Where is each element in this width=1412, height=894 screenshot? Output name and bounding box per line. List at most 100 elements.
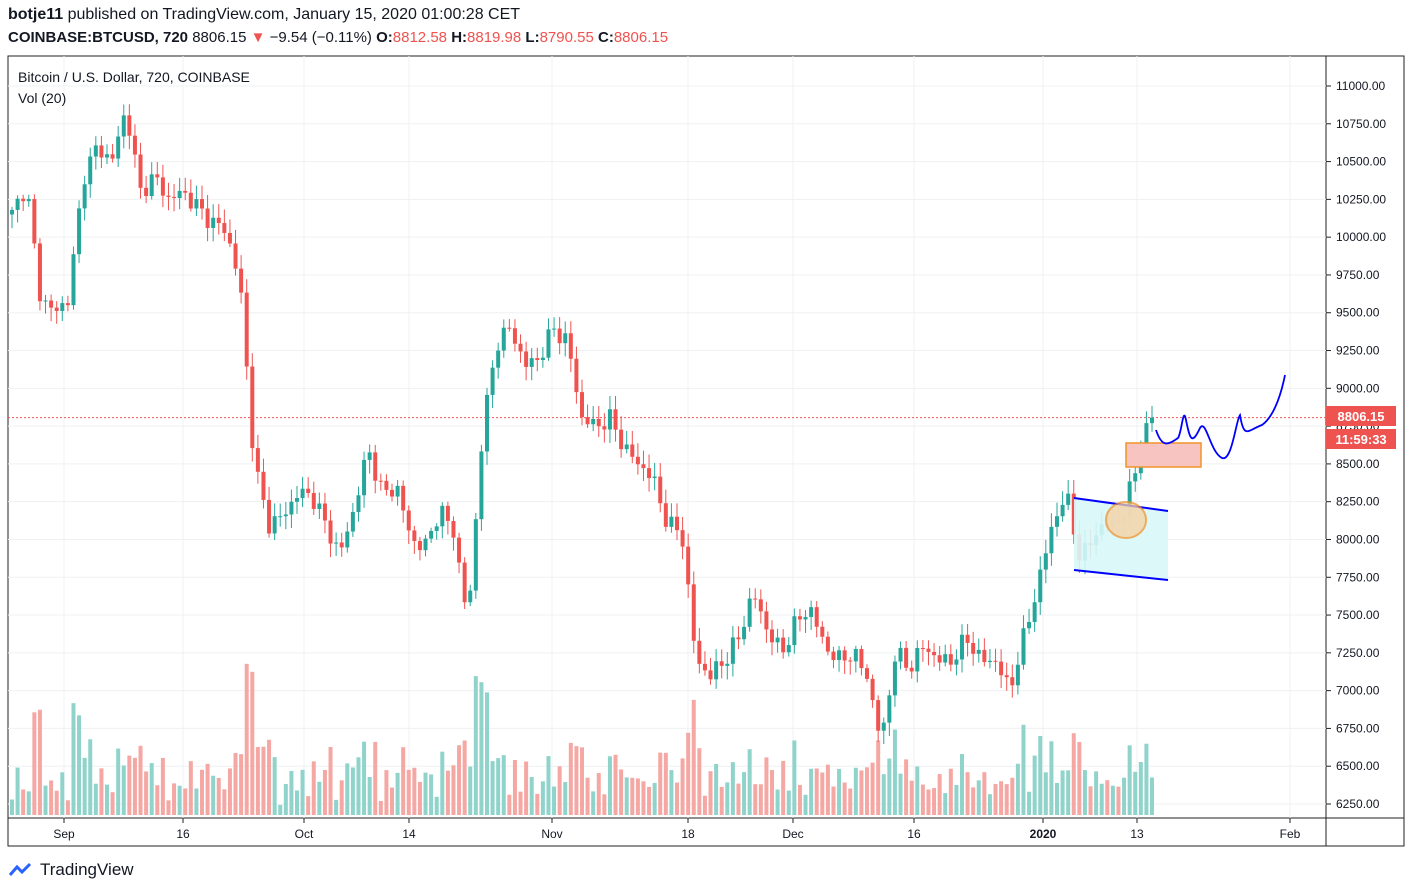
- y-tick-label: 9750.00: [1336, 268, 1380, 282]
- candle-body: [926, 648, 931, 652]
- candle-body: [680, 530, 685, 547]
- candle-body: [49, 300, 54, 308]
- candle-body: [233, 243, 238, 269]
- volume-bar: [725, 782, 730, 815]
- volume-bar: [1060, 770, 1065, 815]
- candle-body: [797, 616, 802, 620]
- candle-body: [423, 538, 428, 551]
- candle-body: [635, 456, 640, 465]
- candle-body: [596, 418, 601, 427]
- publish-info: botje11 published on TradingView.com, Ja…: [8, 6, 520, 24]
- candle-body: [177, 190, 182, 198]
- volume-bar: [345, 763, 350, 815]
- candles: [10, 104, 1154, 745]
- volume-bar: [295, 790, 299, 815]
- price-axis[interactable]: 11000.00 10750.00 10500.00 10250.00 10000.00…: [1326, 79, 1386, 811]
- candle-body: [356, 495, 361, 513]
- volume-bar: [468, 766, 473, 815]
- candle-body: [691, 584, 696, 641]
- volume-bar: [1077, 742, 1082, 815]
- candle-body: [99, 145, 104, 158]
- volume-bar: [37, 709, 42, 815]
- candle-body: [127, 115, 132, 136]
- open-value: 8812.58: [392, 29, 448, 46]
- low-label: L:: [525, 29, 540, 46]
- candle-body: [406, 510, 411, 531]
- candle-body: [160, 177, 165, 196]
- volume-bar: [1032, 755, 1037, 815]
- time-axis[interactable]: Sep 16 Oct 14 Nov 18 Dec 16 2020 13 Feb: [53, 818, 1301, 841]
- candle-body: [110, 154, 115, 159]
- candle-body: [736, 637, 741, 640]
- candle-body: [501, 327, 506, 351]
- volume-bar: [485, 692, 489, 815]
- candle-body: [948, 654, 953, 665]
- candle-body: [350, 512, 355, 532]
- candle-body: [809, 607, 814, 617]
- volume-bar: [289, 770, 294, 815]
- y-tick-label: 9500.00: [1336, 306, 1380, 320]
- candle-body: [1004, 675, 1009, 678]
- footer[interactable]: TradingView: [8, 860, 134, 880]
- volume-bar: [809, 768, 814, 815]
- volume-bar: [194, 788, 199, 815]
- volume-bar: [144, 771, 149, 815]
- volume-bar: [110, 792, 115, 815]
- candle-body: [54, 307, 59, 311]
- x-tick-label: 2020: [1030, 827, 1057, 841]
- volume-bar: [160, 757, 165, 815]
- volume-bar: [647, 786, 652, 815]
- volume-bar: [557, 766, 562, 815]
- volume-bar: [881, 774, 886, 815]
- volume-bar: [982, 772, 987, 815]
- countdown-label: 11:59:33: [1335, 432, 1386, 447]
- volume-bar: [1021, 724, 1026, 815]
- candle-body: [60, 303, 65, 311]
- candle-body: [322, 503, 327, 521]
- candle-body: [702, 663, 707, 671]
- volume-bar: [334, 799, 339, 815]
- candle-body: [462, 562, 467, 603]
- candle-body: [378, 480, 383, 482]
- volume-bar: [876, 740, 881, 815]
- volume-bar: [121, 765, 126, 815]
- volume-bar: [21, 789, 26, 815]
- y-tick-label: 8000.00: [1336, 532, 1380, 546]
- candle-body: [697, 640, 702, 664]
- volume-bar: [971, 787, 976, 815]
- candle-body: [37, 243, 42, 302]
- volume-bar: [909, 780, 914, 815]
- y-tick-label: 7250.00: [1336, 646, 1380, 660]
- volume-bar: [904, 759, 909, 815]
- y-tick-label: 11000.00: [1336, 79, 1385, 93]
- volume-bar: [496, 758, 501, 815]
- volume-bar: [987, 794, 992, 815]
- candle-body: [311, 493, 316, 509]
- candle-body: [21, 198, 26, 202]
- open-label: O:: [376, 29, 393, 46]
- volume-bar: [842, 782, 847, 815]
- drawings[interactable]: [1073, 374, 1286, 581]
- x-tick-label: 16: [907, 827, 921, 841]
- candle-body: [529, 358, 534, 367]
- volume-bar: [747, 749, 752, 815]
- candle-body: [803, 616, 808, 620]
- candle-body: [831, 651, 836, 661]
- candle-body: [239, 268, 244, 293]
- volume-bar: [317, 781, 322, 815]
- volume-bar: [652, 782, 657, 815]
- candle-body: [607, 409, 612, 430]
- volume-bar: [1133, 771, 1138, 815]
- candle-body: [82, 184, 87, 209]
- candle-body: [507, 327, 512, 329]
- candle-body: [1133, 473, 1138, 482]
- candle-body: [859, 648, 864, 669]
- volume-bar: [429, 774, 434, 815]
- volume-bar: [831, 786, 836, 815]
- candle-body: [15, 198, 20, 210]
- volume-bar: [490, 761, 495, 815]
- candle-body: [647, 468, 652, 479]
- author[interactable]: botje11: [8, 6, 64, 23]
- volume-bar: [758, 784, 763, 815]
